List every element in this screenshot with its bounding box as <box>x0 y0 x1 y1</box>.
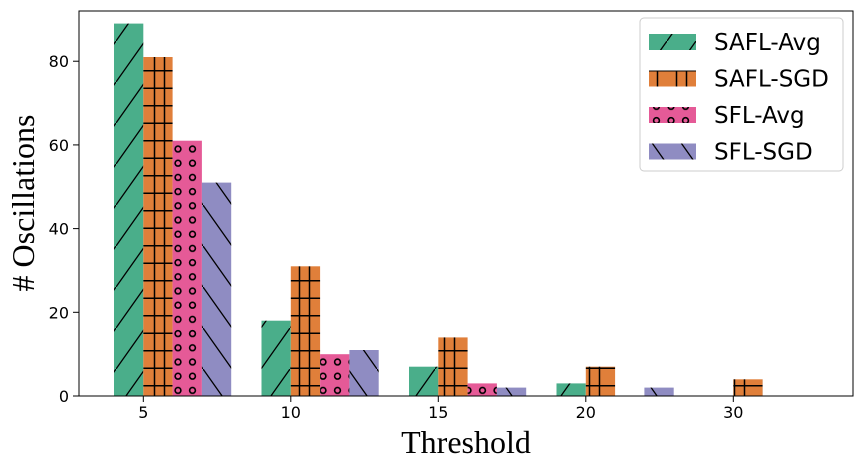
y-tick-label: 40 <box>49 220 69 239</box>
y-axis-title: # Oscillations <box>5 115 41 292</box>
legend-swatch-sfl-avg <box>649 107 696 123</box>
bar-sfl-avg-10 <box>320 354 350 396</box>
legend-label-safl-sgd: SAFL-SGD <box>714 67 829 93</box>
bar-safl-avg-5 <box>114 23 144 396</box>
y-tick-label: 0 <box>59 387 69 406</box>
bar-safl-sgd-5 <box>143 57 173 396</box>
bar-sfl-sgd-20 <box>644 387 674 396</box>
legend-label-sfl-avg: SFL-Avg <box>714 103 805 129</box>
x-tick-label: 20 <box>576 403 596 422</box>
x-tick-label: 30 <box>723 403 743 422</box>
legend: SAFL-Avg SAFL-SGD SFL-Avg SFL-SGD <box>639 17 844 172</box>
legend-frame <box>639 17 844 172</box>
bar-safl-avg-20 <box>556 383 586 396</box>
bar-safl-avg-10 <box>261 320 291 396</box>
x-tick-label: 5 <box>138 403 148 422</box>
bar-safl-sgd-10 <box>290 266 321 396</box>
legend-label-sfl-sgd: SFL-SGD <box>714 140 813 166</box>
bar-safl-avg-15 <box>409 366 439 396</box>
bars-group <box>114 23 763 396</box>
legend-label-safl-avg: SAFL-Avg <box>714 30 821 56</box>
legend-swatch-safl-sgd <box>649 70 696 87</box>
x-tick-label: 10 <box>281 403 301 422</box>
bar-safl-sgd-30 <box>733 379 763 396</box>
bar-sfl-avg-5 <box>172 140 202 396</box>
y-tick-label: 20 <box>49 303 69 322</box>
bar-sfl-sgd-5 <box>201 182 232 396</box>
legend-swatch-sfl-sgd <box>649 143 696 160</box>
x-axis: 5 10 15 20 30 <box>138 396 743 422</box>
bar-sfl-sgd-15 <box>496 387 527 396</box>
bar-safl-sgd-20 <box>585 366 616 396</box>
legend-swatch-safl-avg <box>649 34 696 50</box>
x-axis-title: Threshold <box>401 424 531 460</box>
plot-frame <box>78 10 854 397</box>
bar-sfl-avg-15 <box>467 383 497 396</box>
y-axis: 0 20 40 60 80 <box>49 52 79 406</box>
x-tick-label: 15 <box>428 403 448 422</box>
y-tick-label: 80 <box>49 52 69 71</box>
bar-safl-sgd-15 <box>438 337 468 396</box>
bar-sfl-sgd-10 <box>349 350 379 396</box>
y-tick-label: 60 <box>49 136 69 155</box>
